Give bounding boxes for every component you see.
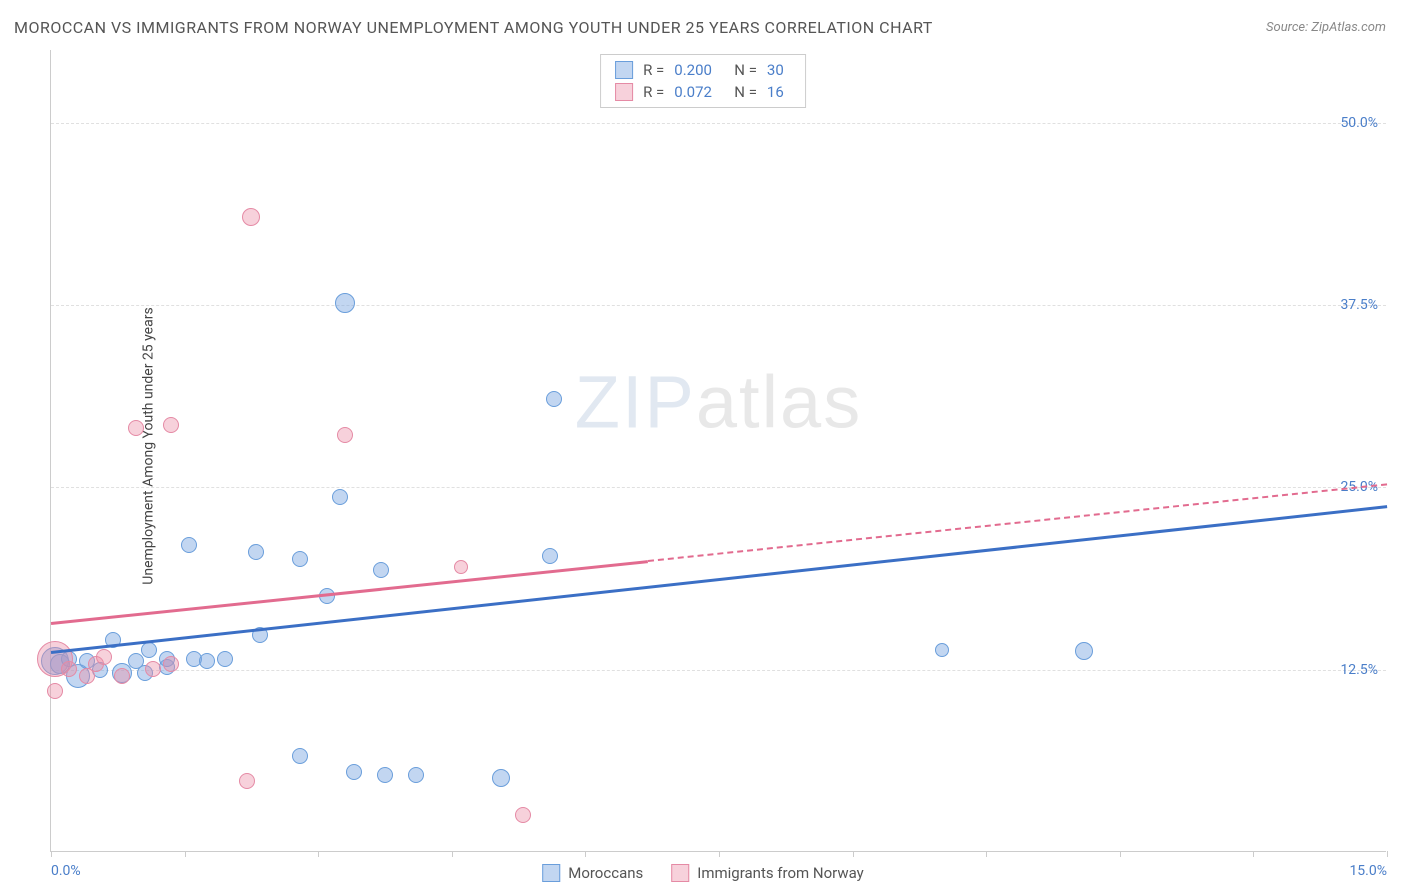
data-point — [454, 560, 468, 574]
data-point — [935, 643, 949, 657]
data-point — [515, 807, 531, 823]
gridline — [51, 487, 1386, 488]
x-tick — [452, 851, 453, 857]
data-point — [96, 649, 112, 665]
gridline — [51, 123, 1386, 124]
legend-n-label: N = — [734, 61, 757, 79]
data-point — [542, 548, 558, 564]
data-point — [181, 537, 197, 553]
legend-n-value: 16 — [767, 83, 791, 101]
data-point — [163, 656, 179, 672]
data-point — [492, 769, 510, 787]
data-point — [335, 293, 355, 313]
x-tick — [585, 851, 586, 857]
source-credit: Source: ZipAtlas.com — [1266, 20, 1386, 35]
y-tick-label: 12.5% — [1340, 662, 1378, 678]
legend-r-label: R = — [643, 83, 664, 101]
legend-item: Moroccans — [542, 864, 643, 882]
plot-area: ZIPatlas 12.5%25.0%37.5%50.0%0.0%15.0% — [50, 50, 1386, 852]
data-point — [346, 764, 362, 780]
x-tick — [185, 851, 186, 857]
watermark-thin: atlas — [696, 361, 862, 444]
legend-n-label: N = — [734, 83, 757, 101]
legend-swatch — [671, 864, 689, 882]
legend-series: Moroccans Immigrants from Norway — [542, 864, 864, 882]
x-tick — [853, 851, 854, 857]
watermark-bold: ZIP — [575, 361, 696, 444]
data-point — [217, 651, 233, 667]
gridline — [51, 305, 1386, 306]
legend-stats: R = 0.200 N = 30 R = 0.072 N = 16 — [600, 54, 806, 108]
x-tick — [1387, 851, 1388, 857]
data-point — [332, 489, 348, 505]
data-point — [248, 544, 264, 560]
trend-line-dashed — [648, 483, 1387, 562]
data-point — [239, 773, 255, 789]
data-point — [546, 391, 562, 407]
y-tick-label: 37.5% — [1340, 297, 1378, 313]
legend-swatch — [615, 83, 633, 101]
data-point — [114, 668, 130, 684]
legend-stat-row: R = 0.072 N = 16 — [615, 81, 791, 103]
data-point — [145, 661, 161, 677]
legend-swatch — [615, 61, 633, 79]
data-point — [61, 661, 77, 677]
y-tick-label: 50.0% — [1340, 115, 1378, 131]
data-point — [337, 427, 353, 443]
watermark: ZIPatlas — [575, 360, 862, 445]
x-tick-label: 15.0% — [1349, 863, 1387, 879]
gridline — [51, 670, 1386, 671]
data-point — [242, 208, 260, 226]
legend-label: Moroccans — [568, 864, 643, 882]
data-point — [141, 642, 157, 658]
data-point — [292, 748, 308, 764]
x-tick — [51, 851, 52, 857]
x-tick — [1120, 851, 1121, 857]
data-point — [408, 767, 424, 783]
data-point — [1075, 642, 1093, 660]
data-point — [47, 683, 63, 699]
x-tick-label: 0.0% — [51, 863, 81, 879]
legend-item: Immigrants from Norway — [671, 864, 864, 882]
legend-r-label: R = — [643, 61, 664, 79]
x-tick — [1253, 851, 1254, 857]
data-point — [292, 551, 308, 567]
x-tick — [318, 851, 319, 857]
legend-swatch — [542, 864, 560, 882]
data-point — [377, 767, 393, 783]
legend-stat-row: R = 0.200 N = 30 — [615, 59, 791, 81]
chart-title: MOROCCAN VS IMMIGRANTS FROM NORWAY UNEMP… — [14, 18, 933, 37]
data-point — [373, 562, 389, 578]
x-tick — [719, 851, 720, 857]
trend-line — [51, 560, 648, 624]
data-point — [128, 420, 144, 436]
data-point — [199, 653, 215, 669]
trend-line — [51, 505, 1387, 653]
x-tick — [986, 851, 987, 857]
legend-label: Immigrants from Norway — [697, 864, 864, 882]
legend-n-value: 30 — [767, 61, 791, 79]
legend-r-value: 0.200 — [674, 61, 724, 79]
legend-r-value: 0.072 — [674, 83, 724, 101]
data-point — [163, 417, 179, 433]
